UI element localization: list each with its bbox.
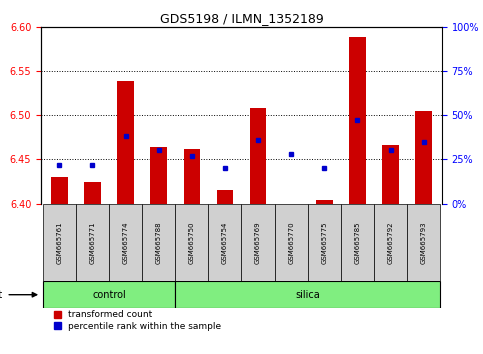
Text: GSM665754: GSM665754 — [222, 221, 228, 264]
Text: GSM665771: GSM665771 — [89, 221, 96, 264]
Bar — [407, 204, 440, 281]
Bar — [316, 200, 333, 204]
Bar — [51, 177, 68, 204]
Bar — [43, 204, 76, 281]
Text: GSM665770: GSM665770 — [288, 221, 294, 264]
Text: GSM665774: GSM665774 — [123, 221, 128, 264]
Text: GSM665769: GSM665769 — [255, 221, 261, 264]
Text: GSM665788: GSM665788 — [156, 221, 162, 264]
Bar — [150, 147, 167, 204]
Bar — [43, 281, 175, 308]
Title: GDS5198 / ILMN_1352189: GDS5198 / ILMN_1352189 — [159, 12, 324, 25]
Bar — [76, 204, 109, 281]
Text: GSM665750: GSM665750 — [189, 221, 195, 264]
Bar — [383, 145, 399, 204]
Bar — [308, 204, 341, 281]
Bar — [184, 149, 200, 204]
Bar — [175, 204, 208, 281]
Bar — [242, 204, 275, 281]
Text: agent: agent — [0, 290, 3, 300]
Bar — [84, 182, 100, 204]
Bar — [349, 37, 366, 204]
Bar — [275, 204, 308, 281]
Text: GSM665793: GSM665793 — [421, 221, 426, 264]
Bar — [117, 81, 134, 204]
Bar — [250, 108, 266, 204]
Bar — [374, 204, 407, 281]
Bar — [142, 204, 175, 281]
Text: GSM665792: GSM665792 — [387, 221, 394, 264]
Text: control: control — [92, 290, 126, 300]
Text: GSM665775: GSM665775 — [321, 221, 327, 264]
Bar — [175, 281, 440, 308]
Bar — [341, 204, 374, 281]
Bar — [109, 204, 142, 281]
Legend: transformed count, percentile rank within the sample: transformed count, percentile rank withi… — [54, 310, 221, 331]
Bar — [415, 111, 432, 204]
Text: GSM665761: GSM665761 — [57, 221, 62, 264]
Text: GSM665785: GSM665785 — [355, 221, 360, 264]
Bar — [217, 190, 233, 204]
Bar — [208, 204, 242, 281]
Text: silica: silica — [296, 290, 320, 300]
